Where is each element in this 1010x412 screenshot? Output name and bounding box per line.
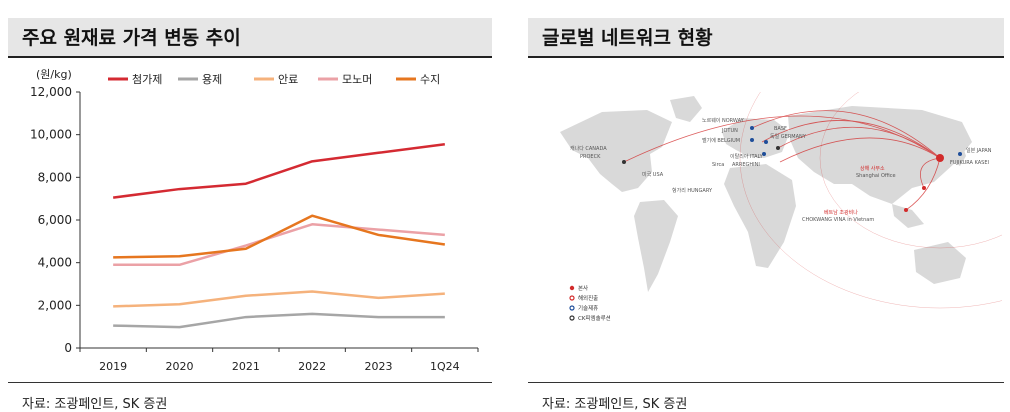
- chart-panel: 주요 원재료 가격 변동 추이 (원/kg) 0 2,000 4,000 6,000 8,…: [8, 0, 492, 412]
- legend-hq-icon: [569, 285, 575, 291]
- label-fujikura: FUJIKURA KASEI: [950, 160, 989, 166]
- map-legend: 본사 해외진출 기술제휴 CK피엠솔루션: [569, 284, 611, 322]
- x-tick-label: 2021: [232, 360, 260, 373]
- map-title: 글로벌 네트워크 현황: [528, 18, 1004, 58]
- markers: [622, 126, 962, 212]
- norway-marker: [750, 126, 754, 130]
- south-america-shape: [634, 200, 678, 292]
- x-tick-label: 2023: [365, 360, 393, 373]
- label-vietnam: 베트남 조광비나: [824, 209, 858, 216]
- australia-shape: [914, 242, 966, 284]
- y-tick-label: 2,000: [38, 298, 72, 312]
- vietnam-marker: [904, 208, 908, 212]
- world-map: 캐나다 CANADA PROECK 미국 USA 노르웨이 NORWAY JOT…: [560, 92, 1002, 322]
- label-japan: 일본 JAPAN: [966, 147, 992, 154]
- map-panel: 글로벌 네트워크 현황: [528, 0, 1004, 412]
- label-shanghai: 상해 사무소: [860, 165, 885, 172]
- y-tick-label: 6,000: [38, 213, 72, 227]
- legend-label: 모노머: [342, 73, 372, 86]
- y-tick-label: 8,000: [38, 170, 72, 184]
- y-tick-label: 10,000: [30, 128, 72, 142]
- label-shanghai-en: Shanghai Office: [856, 173, 896, 179]
- legend-ck-icon: [569, 315, 575, 321]
- chart-title: 주요 원재료 가격 변동 추이: [8, 18, 492, 58]
- greenland-shape: [670, 96, 702, 122]
- chart-source: 자료: 조광페인트, SK 증권: [8, 382, 492, 412]
- shanghai-marker: [922, 186, 926, 190]
- southeast-asia-shape: [892, 204, 924, 228]
- line-chart: (원/kg) 0 2,000 4,000 6,000 8,000 10,000 12,000 2…: [30, 68, 479, 373]
- hq-marker: [936, 154, 944, 162]
- series-line-첨가제: [113, 143, 445, 199]
- germany-marker: [764, 140, 768, 144]
- legend-label: 수지: [420, 73, 440, 86]
- legend-label: 용제: [202, 73, 222, 86]
- italy-marker: [762, 152, 766, 156]
- y-axis-unit: (원/kg): [36, 68, 72, 81]
- label-belgium: 벨기에 BELGIUM: [702, 137, 740, 144]
- legend-overseas-icon: [569, 295, 575, 301]
- continents: [560, 96, 972, 292]
- label-hungary: 헝가리 HUNGARY: [672, 187, 713, 194]
- africa-shape: [724, 164, 796, 268]
- x-tick-label: 2022: [298, 360, 326, 373]
- legend-hq: 본사: [578, 284, 588, 292]
- legend-tech: 기술제휴: [578, 304, 598, 312]
- label-arreghini: ARREGHINI: [732, 162, 760, 168]
- connection-lines: [623, 110, 941, 211]
- legend-label: 안료: [278, 73, 298, 86]
- label-norway: 노르웨이 NORWAY: [702, 117, 745, 124]
- legend-ck: CK피엠솔루션: [578, 314, 611, 322]
- label-italy: 이탈리아 ITALY: [730, 153, 764, 160]
- north-america-shape: [560, 110, 672, 192]
- x-tick-label: 1Q24: [430, 360, 460, 373]
- asia-shape: [788, 106, 972, 204]
- japan-marker: [958, 152, 962, 156]
- legend-overseas: 해외진출: [578, 294, 598, 302]
- label-canada: 캐나다 CANADA: [570, 145, 607, 152]
- label-basf: BASF: [774, 126, 787, 132]
- x-tick-label: 2020: [166, 360, 194, 373]
- legend-tech-icon: [569, 305, 575, 311]
- label-sirca: Sirca: [712, 162, 724, 168]
- hungary-marker: [776, 146, 780, 150]
- series-line-수지: [113, 214, 446, 259]
- map-source: 자료: 조광페인트, SK 증권: [528, 382, 1004, 412]
- label-germany: 독일 GERMANY: [770, 133, 807, 140]
- europe-shape: [722, 118, 790, 158]
- series-line-안료: [113, 290, 445, 308]
- legend-label: 첨가제: [132, 73, 162, 86]
- belgium-marker: [750, 138, 754, 142]
- label-usa: 미국 USA: [642, 171, 664, 178]
- radar-rings: [739, 92, 1002, 309]
- y-tick-label: 0: [64, 341, 72, 355]
- label-proeck: PROECK: [580, 154, 601, 160]
- series-line-모노머: [113, 223, 445, 267]
- label-jotun: JOTUN: [721, 128, 738, 134]
- x-tick-label: 2019: [99, 360, 127, 373]
- y-tick-label: 4,000: [38, 256, 72, 270]
- series-line-용제: [113, 312, 445, 329]
- label-vietnam-en: CHOKWANG VINA in Vietnam: [802, 217, 874, 223]
- usa-marker: [622, 160, 626, 164]
- y-tick-label: 12,000: [30, 85, 72, 99]
